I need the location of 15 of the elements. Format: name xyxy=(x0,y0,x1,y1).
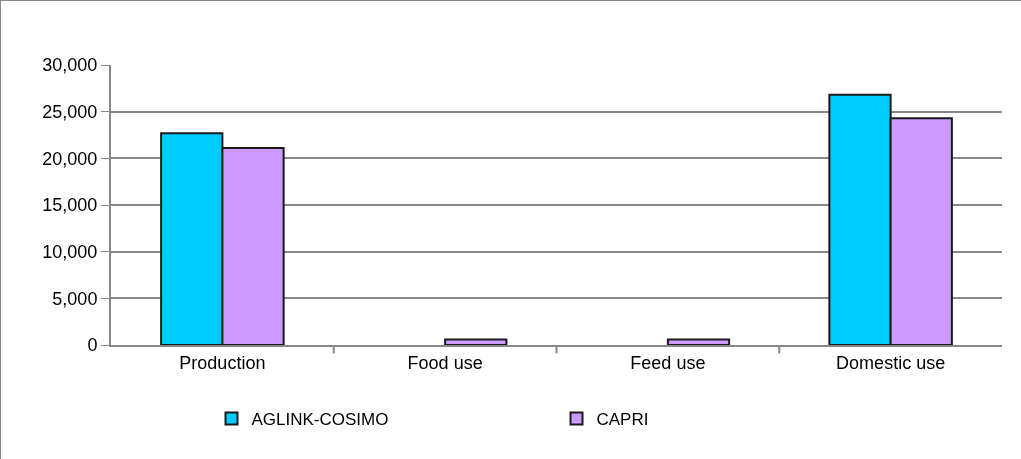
x-tick-label: Food use xyxy=(407,352,483,373)
y-tick-label: 5,000 xyxy=(52,288,98,309)
x-tick-label: Feed use xyxy=(630,352,706,373)
y-tick-label: 20,000 xyxy=(42,148,98,169)
y-tick-label: 15,000 xyxy=(42,195,98,216)
y-tick-label: 10,000 xyxy=(42,241,98,262)
legend-label: CAPRI xyxy=(596,410,649,430)
y-tick-label: 0 xyxy=(87,335,98,356)
bar xyxy=(666,338,731,345)
legend-label: AGLINK-COSIMO xyxy=(251,410,389,430)
x-tick-label: Production xyxy=(179,352,266,373)
y-tick-label: 30,000 xyxy=(42,55,98,76)
y-tick-label: 25,000 xyxy=(42,101,98,122)
bar xyxy=(444,338,508,345)
x-tick-label: Domestic use xyxy=(836,352,946,373)
